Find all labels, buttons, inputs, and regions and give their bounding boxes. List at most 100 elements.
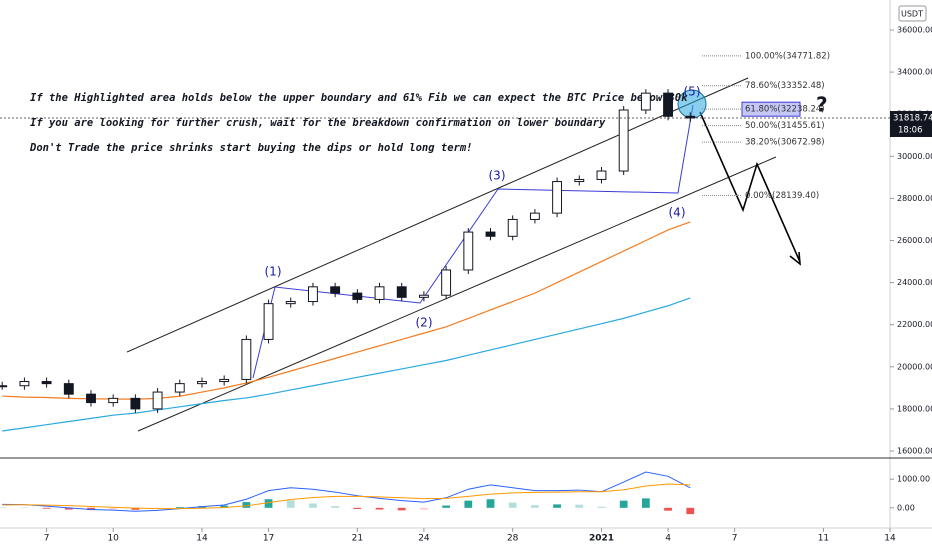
macd-bar xyxy=(575,504,584,508)
macd-bar xyxy=(42,507,51,509)
candle xyxy=(552,181,563,214)
fib-label: 50.00%(31455.61) xyxy=(745,121,825,131)
wave-label: (5) xyxy=(684,85,701,99)
wave-label: (1) xyxy=(265,265,282,279)
candle xyxy=(197,381,207,385)
candle xyxy=(618,109,629,172)
y-tick-label: 20000.00 xyxy=(897,362,932,371)
macd-bar xyxy=(109,507,118,510)
y-tick-label: 18000.00 xyxy=(897,404,932,413)
fib-highlight xyxy=(741,101,801,117)
candle xyxy=(418,294,429,298)
candle xyxy=(352,292,363,300)
y-tick-label: 30000.00 xyxy=(897,152,932,161)
macd-bar xyxy=(220,505,229,508)
candle xyxy=(219,378,230,383)
candle xyxy=(308,286,318,303)
projection-path xyxy=(699,111,801,263)
candle xyxy=(0,385,8,388)
annotation: Don't Trade the price shrinks start buyi… xyxy=(29,142,473,154)
currency-box xyxy=(898,5,927,22)
macd-bar xyxy=(87,507,95,511)
macd-bar xyxy=(131,507,140,510)
candle xyxy=(241,338,252,380)
candle xyxy=(685,115,696,119)
macd-bar xyxy=(242,502,251,508)
x-tick-label: 11 xyxy=(818,534,829,544)
x-tick-label: 4 xyxy=(665,534,671,544)
upper-channel xyxy=(126,77,749,353)
candle xyxy=(529,212,540,220)
y-tick-label: 36000.00 xyxy=(897,26,932,35)
y-tick-label: 16000.00 xyxy=(897,447,932,456)
macd-y-tick-label: 1000.00 xyxy=(897,475,930,484)
macd-bar xyxy=(0,507,7,508)
candle xyxy=(263,303,274,340)
macd-bar xyxy=(331,506,340,508)
fib-label: 61.80%(32238.24) xyxy=(745,105,825,115)
candle xyxy=(130,397,141,410)
x-tick-label: 2021 xyxy=(589,534,614,544)
candle xyxy=(86,393,96,404)
macd-bar xyxy=(664,507,672,511)
macd-bar xyxy=(264,499,273,508)
current-price: 31818.74 xyxy=(893,114,932,124)
y-tick-label: 24000.00 xyxy=(897,278,932,287)
x-tick-label: 7 xyxy=(44,534,50,544)
macd-bar xyxy=(531,505,539,508)
macd-bar xyxy=(375,507,384,510)
macd-bar xyxy=(486,499,495,508)
macd-bar xyxy=(553,504,561,508)
macd-bar xyxy=(286,500,295,508)
candle xyxy=(463,231,474,271)
x-tick-label: 17 xyxy=(263,534,274,544)
candle xyxy=(174,383,185,393)
signal-line xyxy=(2,483,691,510)
macd-bar xyxy=(686,507,695,515)
candle xyxy=(396,286,407,298)
macd-bar xyxy=(153,507,162,509)
candle xyxy=(596,170,607,180)
fib-label: 100.00%(34771.82) xyxy=(745,51,830,61)
wave-label: (2) xyxy=(416,316,433,330)
y-tick-label: 26000.00 xyxy=(897,236,932,245)
currency: USDT xyxy=(901,10,923,19)
annotation: If you are looking for further crush, wa… xyxy=(30,117,606,129)
x-tick-label: 7 xyxy=(732,534,738,544)
macd-bar xyxy=(309,503,317,508)
macd-bar xyxy=(442,505,450,508)
ema-long xyxy=(2,297,691,432)
macd-bar xyxy=(64,507,73,510)
fib-label: 38.20%(30672.98) xyxy=(745,138,825,148)
macd-bar xyxy=(597,506,606,508)
x-tick-label: 21 xyxy=(352,534,363,544)
annotation: If the Highlighted area holds below the … xyxy=(30,92,688,104)
macd-bar xyxy=(464,500,473,508)
y-tick-label: 28000.00 xyxy=(897,194,932,203)
macd-bar xyxy=(619,500,628,508)
candle xyxy=(374,286,385,300)
x-tick-label: 14 xyxy=(884,534,896,544)
macd-bar xyxy=(397,507,406,511)
macd-bar xyxy=(175,506,184,508)
question-mark: ? xyxy=(816,93,828,117)
wave-label: (3) xyxy=(489,169,506,183)
candle xyxy=(663,92,673,117)
macd-bar xyxy=(641,498,650,508)
candle xyxy=(19,381,30,387)
x-tick-label: 14 xyxy=(196,534,208,544)
price-tag xyxy=(890,111,932,138)
x-tick-label: 24 xyxy=(418,534,430,544)
wave-lines xyxy=(252,104,694,379)
candle xyxy=(485,231,496,237)
macd-bar xyxy=(20,507,29,509)
projection-arrowhead xyxy=(789,251,801,266)
candle xyxy=(63,383,74,395)
x-tick-label: 10 xyxy=(107,534,119,544)
countdown: 18:06 xyxy=(898,126,923,136)
y-tick-label: 22000.00 xyxy=(897,320,932,329)
macd-bar xyxy=(353,507,362,509)
candle xyxy=(507,218,518,237)
macd-bar xyxy=(508,502,517,508)
candle xyxy=(330,286,341,294)
